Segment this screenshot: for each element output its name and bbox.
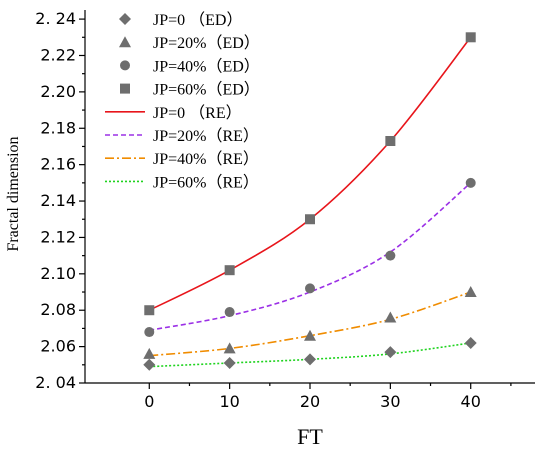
fit-curve-5: [149, 182, 472, 332]
data-point-triangle: [143, 347, 156, 359]
y-tick-label: 2.06: [40, 337, 76, 356]
y-tick-label: 2. 04: [35, 373, 76, 392]
data-point-circle: [465, 177, 476, 188]
legend-marker-diamond: [119, 13, 131, 25]
data-point-triangle: [464, 286, 477, 298]
y-tick-label: 2.16: [40, 155, 76, 174]
data-point-circle: [305, 283, 315, 294]
data-point-square: [465, 32, 476, 43]
data-point-diamond: [223, 356, 236, 369]
legend-label: JP=40%（RE）: [153, 150, 259, 168]
y-tick-label: 2.08: [40, 300, 76, 319]
x-axis-ticks: 0 10 20 30 40: [144, 383, 512, 411]
legend-label: JP=20%（ED）: [153, 34, 260, 52]
data-point-diamond: [304, 353, 316, 366]
legend-label: JP=60%（ED）: [153, 81, 260, 99]
legend-label: JP=0 （ED）: [153, 11, 242, 29]
y-axis-title: Fractal dimension: [5, 136, 22, 251]
y-tick-label: 2.22: [40, 45, 76, 64]
x-tick-label: 20: [300, 392, 320, 411]
data-points: [143, 32, 477, 371]
legend-marker-square: [120, 83, 130, 94]
y-axis-ticks: 2. 04 2.06 2.08 2.10 2.12 2.14 2.16 2.18 2.20 2.2…: [35, 9, 85, 392]
legend-label: JP=0 （RE）: [153, 104, 242, 122]
data-point-triangle: [304, 329, 316, 341]
legend-marker-triangle: [119, 36, 131, 48]
data-point-circle: [224, 307, 235, 318]
x-tick-label: 40: [461, 392, 481, 411]
data-point-square: [385, 136, 396, 147]
legend-marker-circle: [120, 60, 130, 71]
x-tick-label: 30: [380, 392, 400, 411]
x-tick-label: 0: [144, 392, 154, 411]
data-point-square: [305, 214, 315, 225]
y-tick-label: 2.20: [40, 82, 76, 101]
data-point-square: [224, 265, 235, 276]
data-point-circle: [385, 250, 396, 261]
x-tick-label: 10: [219, 392, 239, 411]
legend: JP=0 （ED） JP=20%（ED） JP=40%（ED） JP=60%（ED） J…: [105, 11, 260, 191]
data-point-square: [144, 305, 155, 316]
legend-label: JP=40%（ED）: [153, 57, 260, 75]
y-tick-label: 2.14: [40, 191, 76, 210]
fit-curve-6: [149, 291, 471, 357]
legend-label: JP=60%（RE）: [153, 173, 259, 191]
y-tick-label: 2. 24: [35, 9, 76, 28]
data-point-diamond: [384, 346, 397, 359]
y-tick-label: 2.10: [40, 264, 76, 283]
data-point-diamond: [143, 358, 156, 371]
data-point-diamond: [464, 336, 477, 349]
data-point-triangle: [384, 311, 397, 323]
data-point-circle: [144, 327, 155, 338]
y-tick-label: 2.12: [40, 227, 76, 246]
y-tick-label: 2.18: [40, 118, 76, 137]
x-axis-title: FT: [297, 424, 323, 449]
data-point-triangle: [223, 342, 236, 354]
legend-label: JP=20%（RE）: [153, 127, 259, 145]
